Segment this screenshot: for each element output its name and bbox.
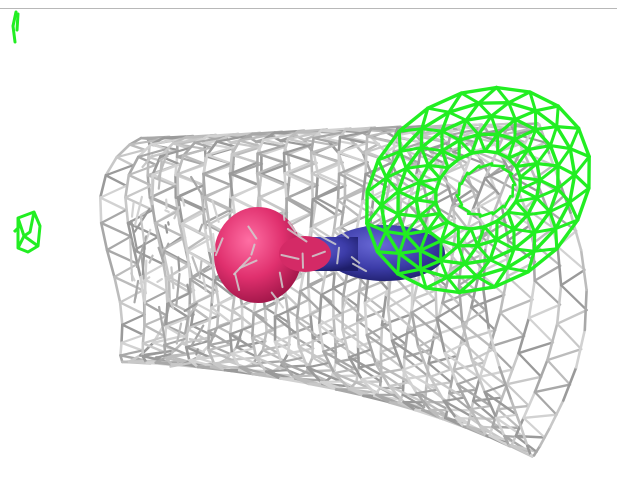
green-fragment-small bbox=[12, 210, 42, 254]
pink-neck bbox=[279, 236, 331, 272]
ligand-solids bbox=[214, 207, 445, 303]
grey-wireframe-front bbox=[212, 212, 368, 312]
green-fragment-top bbox=[11, 10, 20, 44]
green-wireframe-mesh bbox=[365, 85, 591, 295]
grey-wireframe-mesh bbox=[99, 122, 588, 458]
frame-top-border bbox=[0, 8, 617, 9]
